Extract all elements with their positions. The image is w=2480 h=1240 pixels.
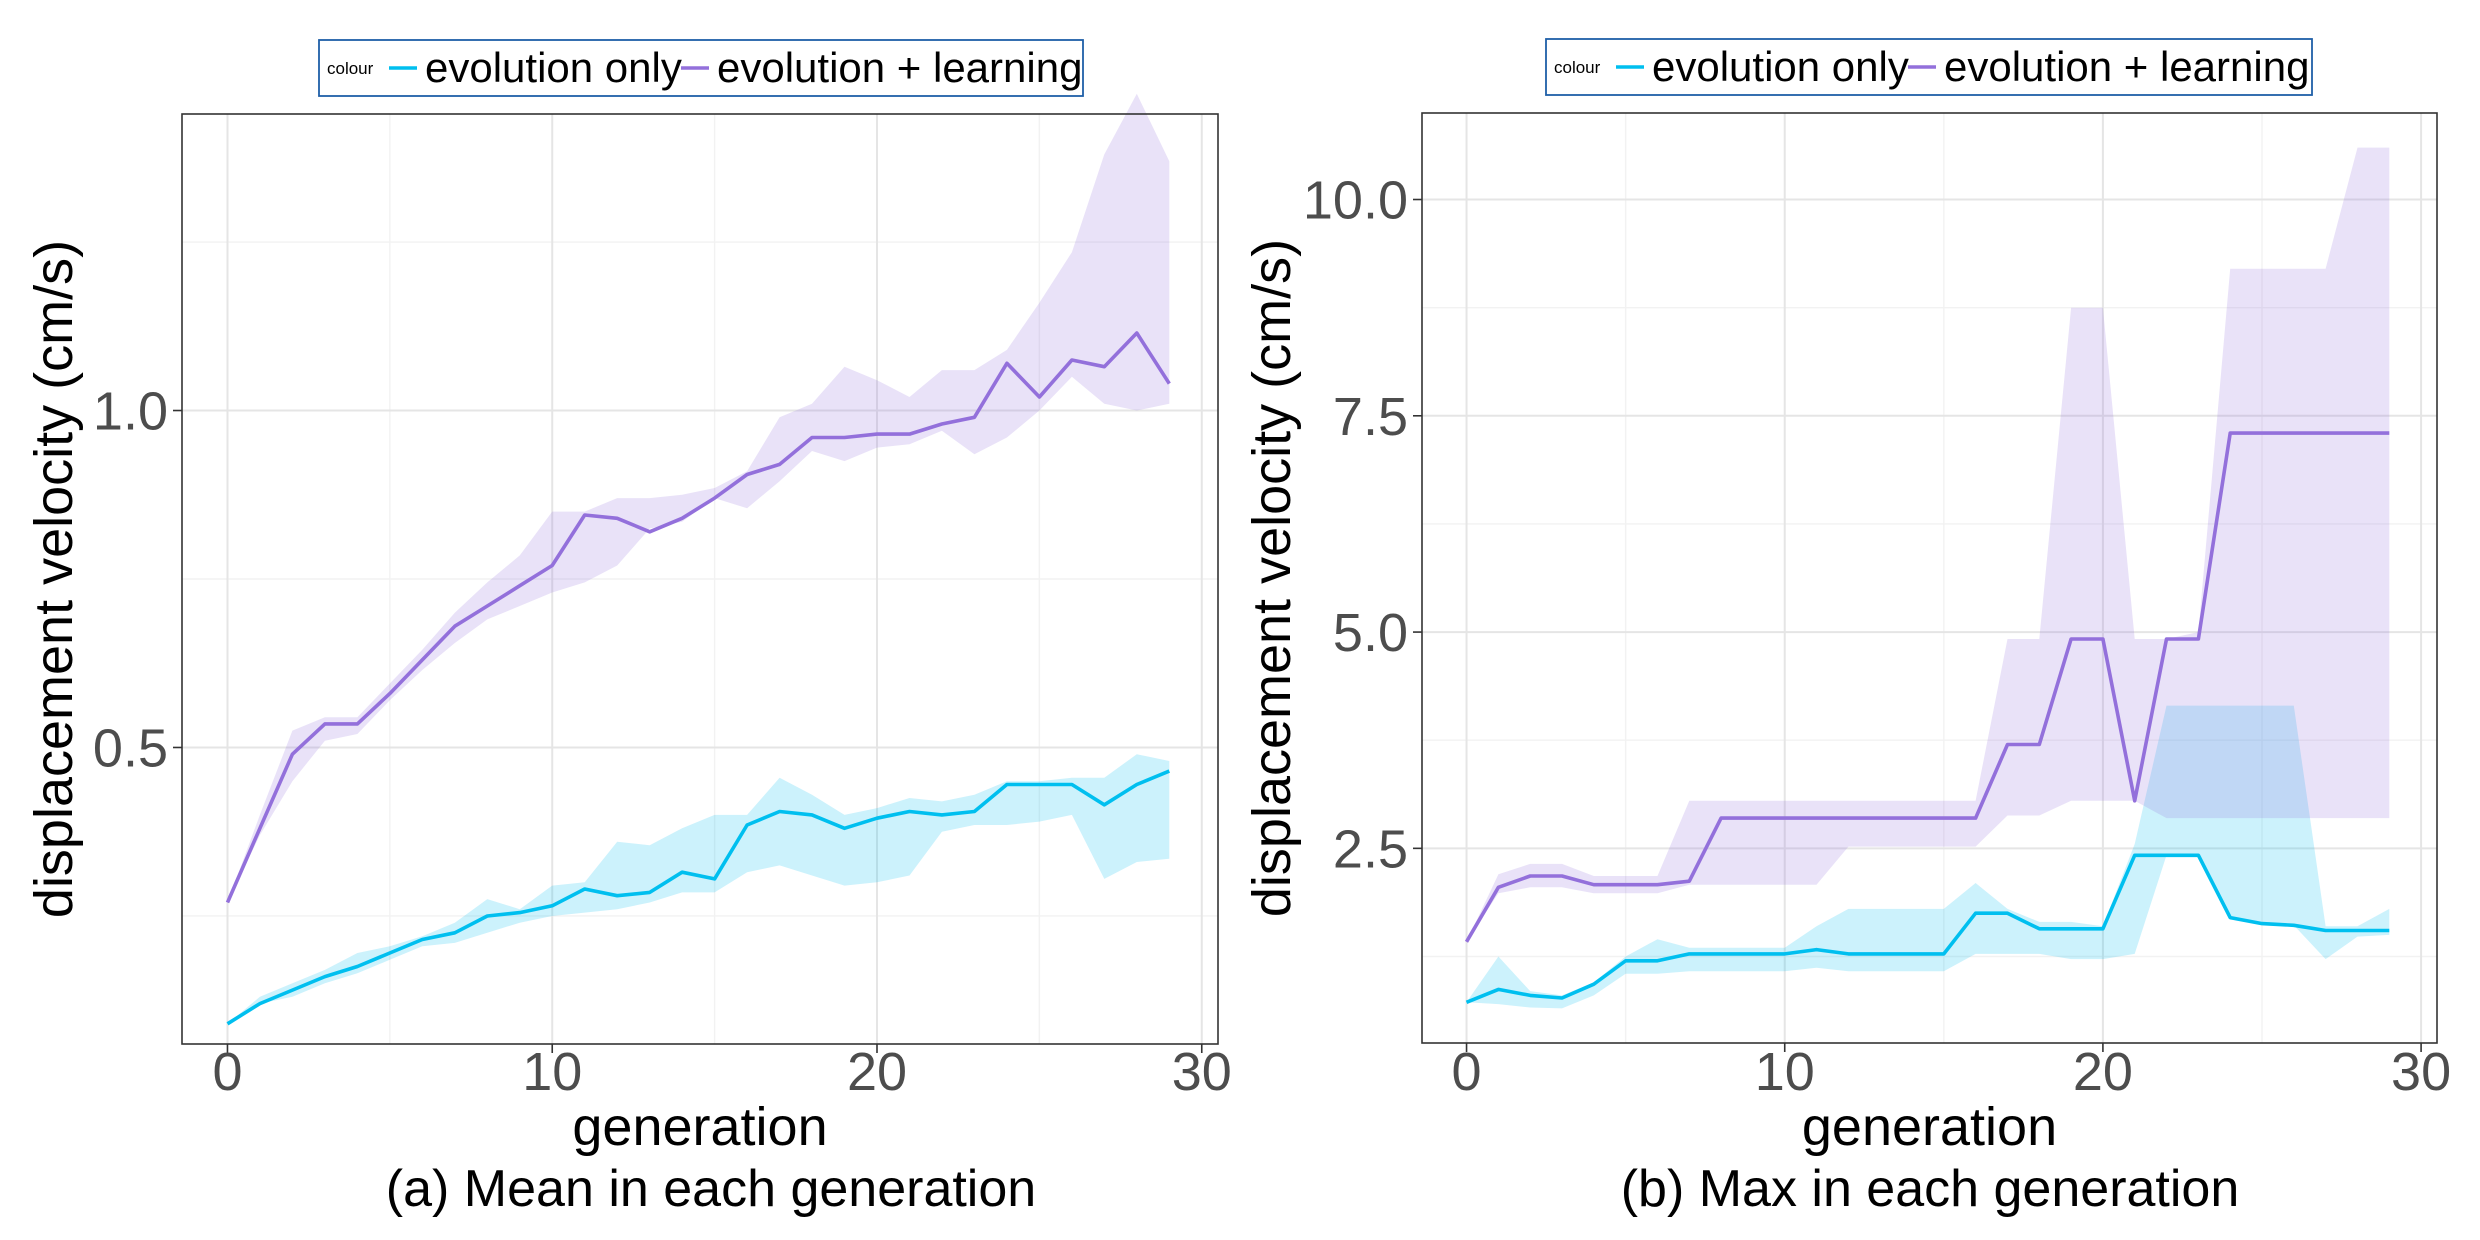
x-tick-label: 20 (2073, 1042, 2133, 1102)
legend-label: evolution only (1652, 43, 1909, 90)
ribbon-evolution-learning (227, 93, 1170, 903)
chart-mean: 0 10 20 30 0.5 1.0 generation displacement velo… (24, 39, 1232, 1218)
series-line-evolution-only (1465, 853, 2390, 1004)
chart-max: 0 10 20 30 2.5 5.0 7.5 10.0 generation displaceme… (1242, 38, 2451, 1218)
x-tick-label: 0 (212, 1042, 242, 1102)
y-tick-label: 10.0 (1303, 171, 1408, 231)
legend-label: evolution + learning (1944, 43, 2309, 90)
x-axis-title: generation (572, 1097, 827, 1157)
x-axis-title: generation (1802, 1097, 2057, 1157)
y-axis-title: displacement velocity (cm/s) (24, 240, 84, 918)
ribbon-evolution-learning (1466, 147, 2390, 942)
x-tick-label: 10 (1755, 1042, 1815, 1102)
x-tick-label: 30 (2391, 1042, 2451, 1102)
y-tick-label: 2.5 (1333, 819, 1408, 879)
x-tick-label: 30 (1172, 1042, 1232, 1102)
plot-border (181, 113, 1219, 1045)
y-tick-label: 1.0 (93, 382, 168, 442)
ribbon-evolution-only (227, 754, 1170, 1024)
x-tick-label: 0 (1452, 1042, 1482, 1102)
figure-caption: (b) Max in each generation (1621, 1160, 2240, 1218)
y-tick-label: 0.5 (93, 718, 168, 778)
series-line-evolution-learning (225, 331, 1171, 904)
ribbon-evolution-only (1466, 705, 2390, 1009)
legend: colour evolution only evolution + learning (1545, 38, 2313, 96)
grid (1422, 113, 2437, 1043)
legend-label: evolution only (425, 44, 682, 91)
y-tick-label: 7.5 (1333, 387, 1408, 447)
plot-border (1421, 112, 2438, 1044)
series-line-evolution-learning (1464, 431, 2390, 943)
plot-background (1422, 113, 2437, 1043)
grid (182, 114, 1218, 1044)
legend-title: colour (1554, 58, 1601, 77)
figure-caption: (a) Mean in each generation (386, 1160, 1036, 1218)
series-line-evolution-only (226, 769, 1170, 1026)
legend: colour evolution only evolution + learning (318, 39, 1084, 97)
x-tick-label: 10 (522, 1042, 582, 1102)
y-axis-title: displacement velocity (cm/s) (1242, 239, 1302, 917)
legend-title: colour (327, 59, 374, 78)
y-tick-label: 5.0 (1333, 603, 1408, 663)
legend-label: evolution + learning (717, 44, 1082, 91)
x-tick-label: 20 (847, 1042, 907, 1102)
